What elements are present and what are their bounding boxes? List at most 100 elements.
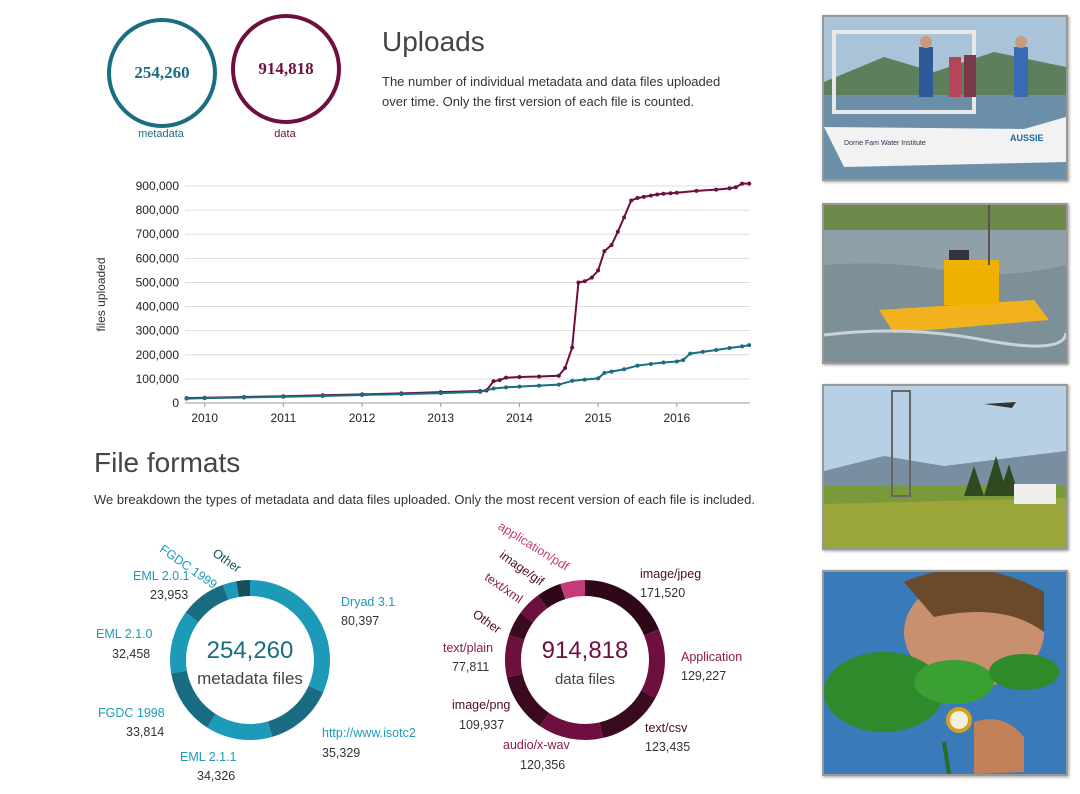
donut-slice [520,595,548,623]
data-point [184,396,189,401]
x-tick-label: 2015 [585,411,612,425]
legend-label: EML 2.1.0 [96,627,153,641]
data-point [661,191,666,196]
data-point [491,379,496,384]
legend-value: 34,326 [197,769,236,783]
donut-center-value: 914,818 [542,637,629,664]
data-point [714,347,719,352]
y-axis-label: files uploaded [94,257,108,331]
data-point [438,391,443,396]
data-point [504,385,509,390]
data-point [491,386,496,391]
data-point [360,393,365,398]
donut-slice [222,581,239,600]
data-count-circle: 914,818 [231,14,341,124]
legend-value: 35,329 [322,746,361,760]
data-point [733,185,738,190]
data-point [681,358,686,363]
x-tick-label: 2010 [191,411,218,425]
data-point [517,374,522,379]
uploads-description: The number of individual metadata and da… [382,74,721,109]
metadata-count-circle: 254,260 [107,18,217,128]
formats-title: File formats [94,447,241,478]
legend-label: text/csv [645,721,688,735]
donut-slice [599,690,656,738]
data-point [281,394,286,399]
donut-slice [508,612,534,641]
data-point [556,373,561,378]
data-point [674,190,679,195]
data-point [320,394,325,399]
legend-label: http://www.isotc2 [322,726,416,740]
data-point [740,344,745,349]
donut-center-value: 254,260 [207,637,294,664]
data-point [700,349,705,354]
donut-slice [539,712,604,740]
donut-slice [641,629,665,698]
legend-value: 129,227 [681,669,727,683]
legend-value: 109,937 [459,718,505,732]
uploads-title: Uploads [382,26,485,57]
data-point [740,181,745,186]
data-point [570,378,575,383]
data-point [582,279,587,284]
boat-scientists-photo: Dorne Fam Water Institute AUSSIE [822,15,1068,181]
donut-slice [250,580,330,693]
uploads-line-chart: 0 100,000 200,000 300,000 400,000 500,000 600,… [94,179,752,425]
data-point [576,280,581,285]
legend-value: 123,435 [645,740,691,754]
tower-airplane-photo [822,384,1068,550]
data-point [582,377,587,382]
data-point [648,361,653,366]
donut-slice [207,714,273,740]
legend-value: 77,811 [452,660,490,674]
data-point [655,192,660,197]
donut-slice [185,584,229,623]
y-tick-label: 0 [172,396,179,410]
series-line [186,182,750,400]
donut-slice [538,583,566,609]
data-point [747,181,752,186]
donut-center-label: data files [555,671,615,688]
donut-slice [506,673,549,727]
legend-value: 32,458 [112,647,151,661]
lake-buoy-photo [822,203,1068,364]
data-point [589,275,594,280]
donut-slice [560,580,585,600]
legend-label: audio/x-wav [503,738,570,752]
data-point [399,392,404,397]
data-point [537,374,542,379]
data-point [674,359,679,364]
data-point [517,384,522,389]
data-point [537,383,542,388]
data-point [668,191,673,196]
data-point [688,351,693,356]
x-tick-label: 2014 [506,411,533,425]
donut-slice [505,635,525,678]
data-point [727,346,732,351]
y-tick-label: 900,000 [136,179,180,193]
data-point [596,376,601,381]
formats-description: We breakdown the types of metadata and d… [94,492,755,507]
y-tick-label: 200,000 [136,348,180,362]
donut-slice [585,580,659,636]
y-tick-label: 800,000 [136,203,180,217]
data-point [661,360,666,365]
data-point [629,198,634,203]
metadata-caption: metadata [138,128,184,140]
data-point [714,187,719,192]
data-count: 914,818 [258,59,314,78]
y-tick-label: 100,000 [136,372,180,386]
data-point [602,370,607,375]
plant-researcher-photo [822,570,1068,776]
metadata-count: 254,260 [134,63,190,82]
legend-label: image/jpeg [640,567,702,581]
y-tick-label: 500,000 [136,275,180,289]
x-tick-label: 2011 [270,411,296,425]
data-point [615,229,620,234]
data-point [747,343,752,348]
data-point [202,396,207,401]
data-point [596,268,601,273]
data-point [641,194,646,199]
data-point [497,378,502,383]
